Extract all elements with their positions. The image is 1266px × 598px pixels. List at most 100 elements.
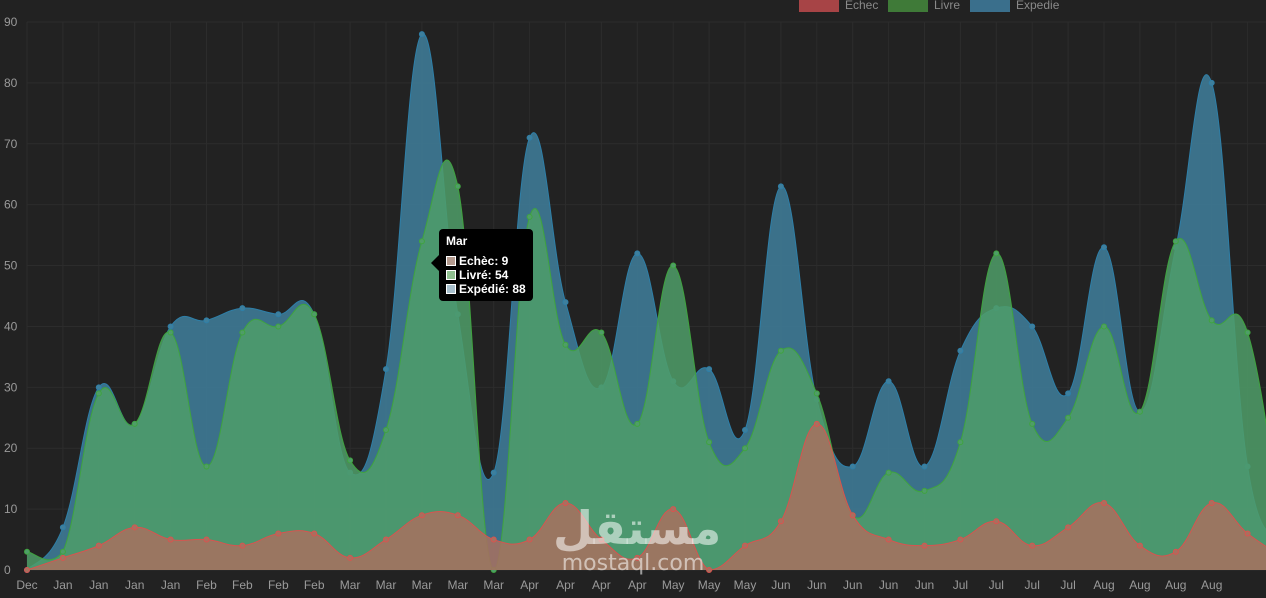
point-livre — [1244, 329, 1251, 336]
point-livre — [275, 323, 282, 330]
point-expedie — [634, 250, 641, 257]
point-echec — [239, 542, 246, 549]
x-tick-label: Jan — [161, 578, 180, 592]
point-echec — [167, 536, 174, 543]
legend-label-1: Livre — [934, 0, 960, 12]
tooltip-label-expedie: Expédié: 88 — [459, 282, 526, 296]
point-echec — [59, 554, 66, 561]
x-tick-label: Jul — [1060, 578, 1075, 592]
y-tick-label: 80 — [4, 76, 18, 90]
point-livre — [706, 439, 713, 446]
point-expedie — [562, 299, 569, 306]
point-echec — [849, 512, 856, 519]
x-tick-label: Aug — [1129, 578, 1150, 592]
legend-swatch-2 — [970, 0, 1010, 12]
point-livre — [598, 329, 605, 336]
x-tick-label: Jul — [1025, 578, 1040, 592]
tooltip: Mar Echèc: 9 Livré: 54 Expédié: 88 — [431, 229, 533, 301]
x-tick-label: Jan — [53, 578, 72, 592]
point-expedie — [1101, 244, 1107, 251]
point-expedie — [921, 463, 928, 470]
x-tick-label: Apr — [592, 578, 611, 592]
y-tick-label: 60 — [4, 198, 18, 212]
point-expedie — [742, 426, 748, 433]
point-livre — [167, 329, 174, 336]
legend-label-2: Expedie — [1016, 0, 1060, 12]
point-livre — [95, 390, 102, 397]
point-livre — [383, 426, 389, 433]
x-tick-label: Aug — [1201, 578, 1222, 592]
point-livre — [1172, 238, 1179, 245]
y-tick-label: 20 — [4, 441, 18, 455]
x-tick-label: Apr — [556, 578, 575, 592]
point-echec — [777, 518, 784, 525]
point-livre — [1101, 323, 1107, 330]
point-livre — [454, 183, 461, 190]
x-tick-label: Feb — [304, 578, 325, 592]
point-expedie — [275, 311, 282, 318]
x-tick-label: Apr — [520, 578, 539, 592]
point-echec — [598, 536, 605, 543]
point-echec — [95, 542, 102, 549]
point-livre — [1208, 317, 1215, 324]
x-tick-label: Jun — [807, 578, 826, 592]
point-expedie — [526, 134, 533, 141]
point-echec — [634, 554, 641, 561]
x-tick-label: Jul — [989, 578, 1004, 592]
tooltip-title: Mar — [446, 234, 468, 248]
point-livre — [634, 420, 641, 427]
point-expedie — [490, 469, 497, 476]
x-tick-label: May — [698, 578, 721, 592]
point-expedie — [1065, 390, 1072, 397]
point-livre — [203, 463, 210, 470]
x-tick-label: May — [662, 578, 685, 592]
point-echec — [1029, 542, 1036, 549]
point-livre — [347, 457, 354, 464]
point-livre — [418, 238, 425, 245]
point-echec — [1208, 500, 1215, 507]
x-tick-label: Jun — [843, 578, 862, 592]
tooltip-swatch-echec — [446, 256, 456, 266]
y-tick-label: 50 — [4, 259, 18, 273]
x-tick-label: Feb — [232, 578, 253, 592]
point-echec — [1136, 542, 1143, 549]
point-livre — [777, 347, 784, 354]
x-tick-label: Mar — [340, 578, 361, 592]
area-echec — [27, 423, 1266, 570]
x-tick-label: Dec — [16, 578, 37, 592]
area-livre — [27, 159, 1266, 570]
tooltip-label-livre: Livré: 54 — [459, 268, 509, 282]
point-expedie — [777, 183, 784, 190]
point-echec — [454, 512, 461, 519]
point-livre — [957, 439, 964, 446]
point-echec — [957, 536, 964, 543]
point-echec — [670, 506, 677, 513]
point-echec — [347, 554, 354, 561]
x-tick-label: Aug — [1093, 578, 1114, 592]
x-tick-label: Jun — [771, 578, 790, 592]
point-livre — [670, 262, 677, 269]
x-tick-label: Aug — [1165, 578, 1186, 592]
point-livre — [921, 487, 928, 494]
y-tick-label: 30 — [4, 380, 18, 394]
point-echec — [418, 512, 425, 519]
legend-swatch-1 — [888, 0, 928, 12]
tooltip-row-livre: Livré: 54 — [446, 268, 526, 282]
y-tick-label: 10 — [4, 502, 18, 516]
tooltip-label-echec: Echèc: 9 — [459, 254, 509, 268]
point-expedie — [203, 317, 210, 324]
point-expedie — [1208, 79, 1215, 86]
point-echec — [24, 567, 30, 573]
point-expedie — [885, 378, 892, 385]
point-livre — [885, 469, 892, 476]
point-echec — [742, 542, 748, 549]
point-livre — [1136, 408, 1143, 415]
point-echec — [1101, 500, 1107, 507]
point-livre — [526, 213, 533, 220]
x-tick-label: Feb — [268, 578, 289, 592]
point-echec — [562, 500, 569, 507]
point-expedie — [383, 366, 389, 373]
point-echec — [885, 536, 892, 543]
point-echec — [526, 536, 533, 543]
tooltip-swatch-livre — [446, 270, 456, 280]
